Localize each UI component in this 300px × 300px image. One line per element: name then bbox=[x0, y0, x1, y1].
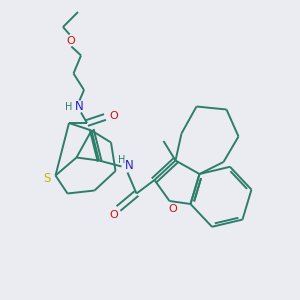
Text: S: S bbox=[43, 172, 50, 185]
Text: O: O bbox=[168, 204, 177, 214]
Text: H: H bbox=[65, 101, 73, 112]
Text: O: O bbox=[110, 110, 118, 121]
Text: H: H bbox=[118, 155, 125, 165]
Text: O: O bbox=[66, 35, 75, 46]
Text: N: N bbox=[124, 159, 134, 172]
Text: O: O bbox=[110, 210, 118, 220]
Text: N: N bbox=[75, 100, 84, 113]
